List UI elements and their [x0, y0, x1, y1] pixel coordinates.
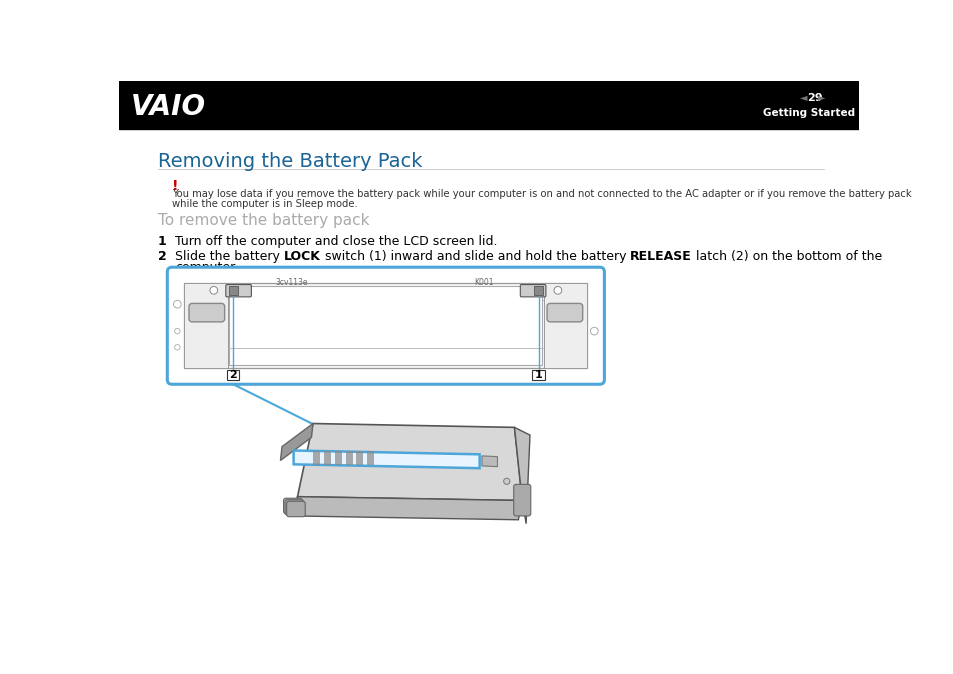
Bar — [543, 283, 587, 368]
Text: 1: 1 — [158, 235, 167, 248]
Polygon shape — [297, 423, 521, 501]
FancyBboxPatch shape — [226, 284, 252, 297]
Bar — [184, 283, 228, 368]
Circle shape — [554, 286, 561, 294]
Text: K001: K001 — [474, 278, 494, 287]
Polygon shape — [367, 452, 374, 465]
Polygon shape — [345, 452, 353, 465]
FancyBboxPatch shape — [167, 267, 604, 384]
Circle shape — [503, 478, 509, 485]
Circle shape — [590, 328, 598, 335]
Text: latch (2) on the bottom of the: latch (2) on the bottom of the — [691, 250, 882, 264]
Text: ►: ► — [818, 92, 825, 102]
Polygon shape — [280, 423, 313, 460]
Text: Turn off the computer and close the LCD screen lid.: Turn off the computer and close the LCD … — [174, 235, 497, 248]
Text: Removing the Battery Pack: Removing the Battery Pack — [158, 152, 422, 171]
Bar — [119, 81, 858, 129]
FancyBboxPatch shape — [546, 303, 582, 322]
Text: 2: 2 — [158, 250, 167, 264]
Polygon shape — [356, 452, 363, 465]
FancyBboxPatch shape — [189, 303, 224, 322]
Bar — [532, 371, 544, 380]
Text: LOCK: LOCK — [284, 250, 320, 264]
Polygon shape — [294, 450, 479, 468]
Text: RELEASE: RELEASE — [630, 250, 691, 264]
Text: 29: 29 — [806, 92, 822, 102]
FancyBboxPatch shape — [283, 498, 302, 514]
FancyBboxPatch shape — [519, 284, 545, 297]
Text: 1: 1 — [534, 371, 542, 380]
Circle shape — [210, 286, 217, 294]
Bar — [184, 283, 587, 368]
Polygon shape — [514, 427, 530, 524]
Circle shape — [173, 301, 181, 308]
Text: You may lose data if you remove the battery pack while your computer is on and n: You may lose data if you remove the batt… — [172, 189, 911, 200]
Bar — [229, 286, 237, 295]
Text: To remove the battery pack: To remove the battery pack — [158, 213, 369, 228]
Polygon shape — [481, 456, 497, 466]
Text: computer.: computer. — [174, 261, 238, 274]
Text: while the computer is in Sleep mode.: while the computer is in Sleep mode. — [172, 199, 357, 209]
FancyBboxPatch shape — [286, 501, 305, 517]
FancyBboxPatch shape — [513, 485, 530, 516]
Text: VAIO: VAIO — [131, 93, 206, 121]
Text: switch (1) inward and slide and hold the battery: switch (1) inward and slide and hold the… — [320, 250, 630, 264]
Bar — [229, 286, 542, 365]
Text: Slide the battery: Slide the battery — [174, 250, 284, 264]
FancyBboxPatch shape — [285, 499, 303, 515]
Circle shape — [174, 328, 180, 334]
Polygon shape — [294, 497, 521, 520]
Text: 2: 2 — [229, 371, 236, 380]
Text: !: ! — [172, 179, 178, 193]
Polygon shape — [323, 452, 331, 465]
Polygon shape — [313, 452, 319, 465]
Polygon shape — [335, 452, 341, 465]
Text: Getting Started: Getting Started — [762, 109, 854, 119]
Bar — [534, 286, 542, 295]
Text: ◄: ◄ — [799, 92, 806, 102]
Text: 3cv113e: 3cv113e — [275, 278, 308, 287]
Bar — [227, 371, 239, 380]
Circle shape — [174, 344, 180, 350]
